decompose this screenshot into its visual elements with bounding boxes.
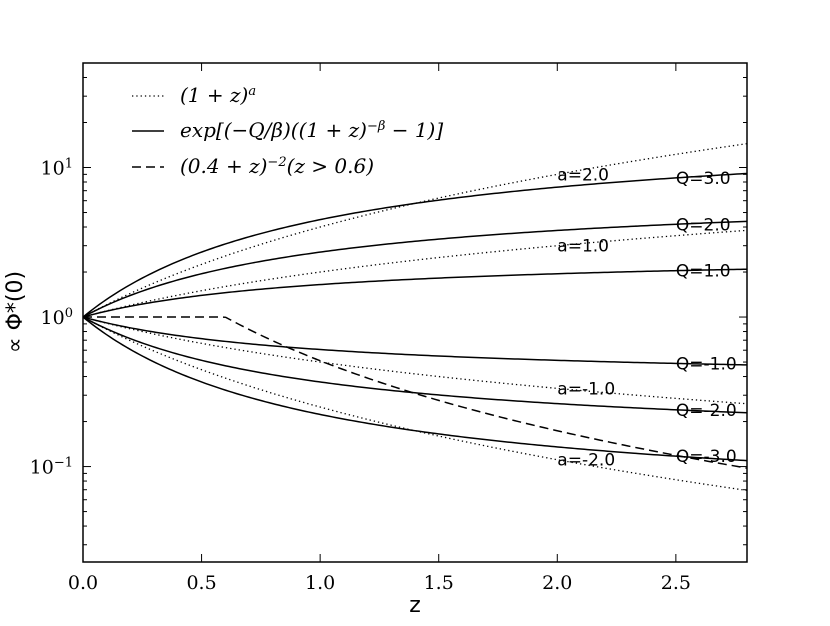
x-axis: 0.0 0.5 1.0 1.5 2.0 2.5: [68, 63, 691, 594]
curve-label: Q=-2.0: [676, 401, 737, 421]
curve-label: Q=1.0: [676, 262, 731, 282]
series-power-1: [82, 229, 748, 318]
x-tick-label: 1.0: [305, 572, 335, 594]
series-exp-2: [82, 220, 748, 318]
x-tick-label: 0.0: [68, 572, 98, 594]
series-power--1: [82, 316, 748, 405]
curve-labels-layer: a=2.0 a=1.0 a=-1.0 a=-2.0 Q=3.0 Q=2.0 Q=1.0 Q=-…: [557, 165, 736, 470]
plot-area: [83, 63, 747, 562]
y-tick-label: 100: [41, 306, 73, 330]
curve-label: Q=3.0: [676, 169, 731, 189]
x-tick-label: 2.5: [661, 572, 691, 594]
series-piecewise-piecewise: [83, 316, 748, 469]
curve-label: a=1.0: [557, 237, 609, 257]
curve-label: Q=2.0: [676, 215, 731, 235]
series-exp-1: [82, 268, 748, 318]
x-axis-label: z: [409, 593, 421, 618]
curve-label: a=-2.0: [557, 451, 615, 471]
x-tick-label: 1.5: [424, 572, 454, 594]
y-axis: 10−1 100 101: [30, 62, 747, 546]
legend: (1 + z)a exp[(−Q/β)((1 + z)−β − 1)] (0.4…: [132, 83, 443, 178]
plot-frame: [82, 62, 748, 563]
curves-layer: [82, 143, 748, 492]
series-exp--2: [82, 316, 748, 414]
x-tick-label: 2.0: [542, 572, 572, 594]
series-power-2: [82, 143, 748, 318]
y-tick-label: 10−1: [30, 455, 73, 479]
curve-label: a=2.0: [557, 165, 609, 185]
curve-label: Q=-1.0: [676, 354, 737, 374]
curve-label: a=-1.0: [557, 379, 615, 399]
y-axis-label: ∝ Φ*(0): [3, 271, 28, 353]
x-tick-label: 0.5: [186, 572, 216, 594]
series-exp--1: [82, 316, 748, 366]
series-exp-3: [82, 172, 748, 318]
curve-label: Q=-3.0: [676, 447, 737, 467]
y-tick-label: 101: [41, 156, 73, 180]
legend-entry-exp: exp[(−Q/β)((1 + z)−β − 1)]: [132, 118, 443, 142]
series-power--2: [82, 316, 748, 492]
legend-entry-power: (1 + z)a: [132, 83, 256, 107]
series-exp--3: [82, 316, 748, 462]
legend-label-power: (1 + z)a: [180, 83, 256, 107]
legend-label-exp: exp[(−Q/β)((1 + z)−β − 1)]: [180, 118, 443, 142]
